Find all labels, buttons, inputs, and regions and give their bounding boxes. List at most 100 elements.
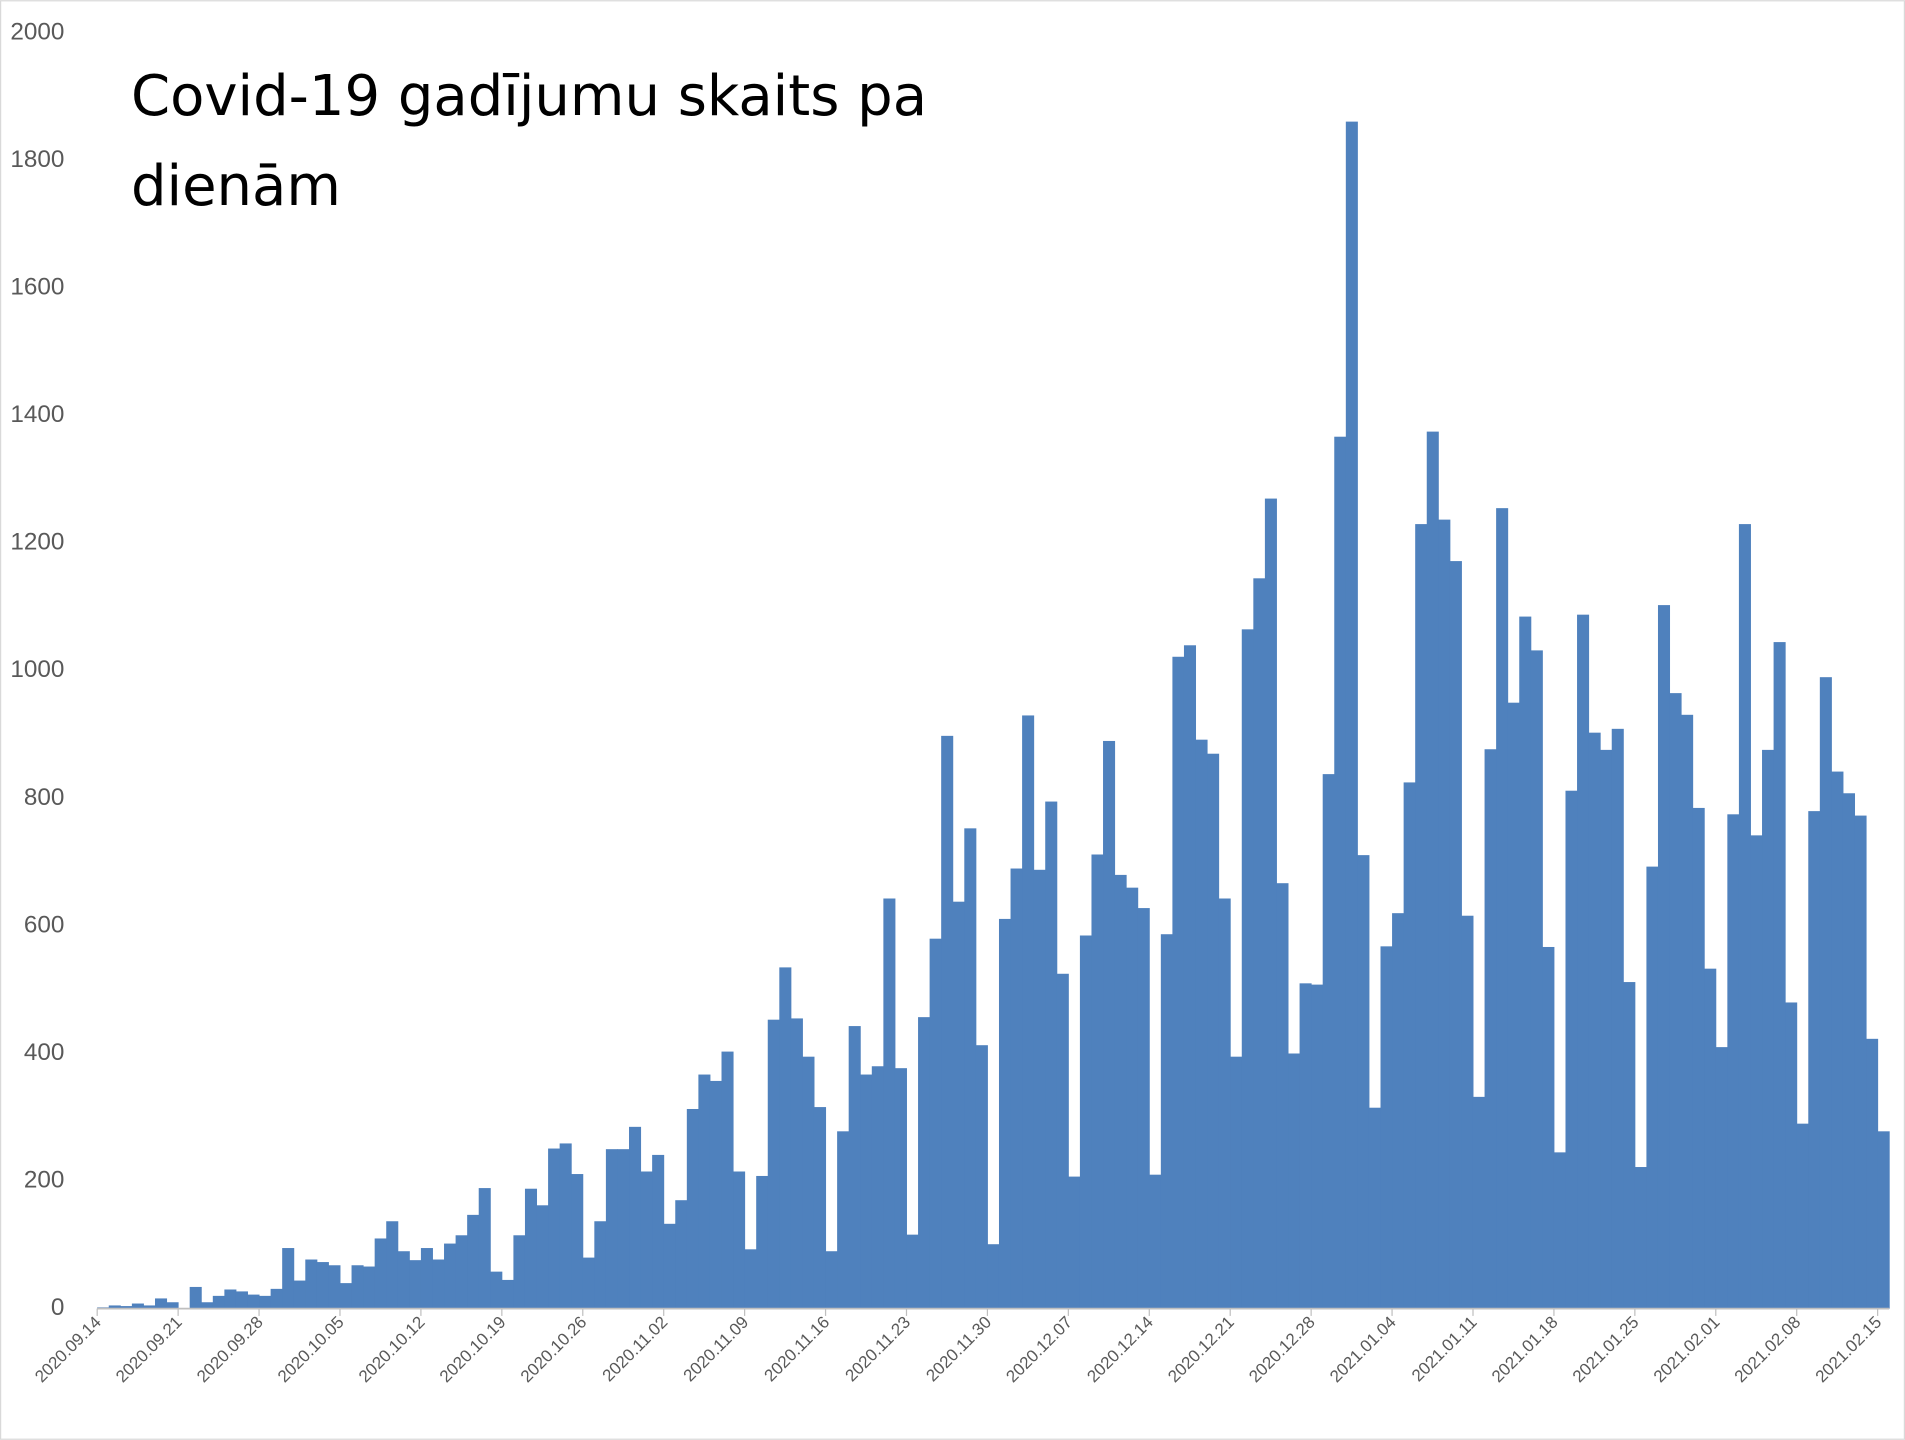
x-tick-label: 2020.11.09: [680, 1313, 753, 1386]
x-tick-label: 2020.12.21: [1164, 1313, 1238, 1387]
bar: [420, 1248, 433, 1309]
bar: [1773, 642, 1786, 1309]
bar: [1738, 524, 1751, 1309]
x-tick-label: 2020.10.26: [517, 1313, 591, 1387]
bar: [1045, 801, 1058, 1309]
bar: [1010, 868, 1023, 1309]
bar: [282, 1248, 295, 1309]
bar: [1345, 121, 1358, 1309]
bar: [640, 1171, 653, 1309]
bar: [409, 1260, 422, 1309]
bar: [848, 1026, 861, 1309]
y-tick-label: 2000: [10, 18, 64, 45]
bar: [1276, 883, 1289, 1309]
x-tick-label: 2020.12.28: [1245, 1313, 1319, 1387]
bar: [1253, 578, 1266, 1309]
y-tick-label: 0: [51, 1294, 65, 1321]
bar: [1264, 498, 1277, 1309]
bar: [1507, 702, 1520, 1309]
bar: [293, 1280, 306, 1309]
bar: [1403, 782, 1416, 1309]
bar: [1079, 935, 1092, 1309]
x-tick-label: 2020.12.14: [1083, 1313, 1157, 1387]
chart-title: Covid-19 gadījumu skaits pa dienām: [131, 64, 928, 219]
bar: [478, 1188, 491, 1309]
bar: [663, 1223, 676, 1309]
bar: [698, 1074, 711, 1309]
bar: [906, 1234, 919, 1309]
bar: [386, 1221, 399, 1309]
bar: [559, 1143, 572, 1309]
y-tick-label: 800: [24, 784, 65, 811]
x-tick-label: 2020.11.02: [599, 1313, 672, 1386]
bar: [629, 1126, 642, 1309]
bar: [1103, 740, 1116, 1309]
bar: [571, 1174, 584, 1309]
bar: [1854, 815, 1867, 1309]
bar: [1877, 1131, 1890, 1309]
bar: [1692, 807, 1705, 1309]
bar: [1380, 946, 1393, 1309]
bar: [212, 1295, 225, 1309]
bar: [1172, 656, 1185, 1309]
bar: [1866, 1038, 1879, 1309]
bar: [1553, 1152, 1566, 1309]
bar: [536, 1205, 549, 1309]
bar: [1715, 1047, 1728, 1309]
bar: [166, 1302, 179, 1309]
bar: [1484, 749, 1497, 1309]
bar: [201, 1302, 214, 1309]
bar: [652, 1154, 665, 1309]
y-tick-label: 1200: [10, 529, 64, 556]
bar: [432, 1259, 445, 1309]
bar: [952, 901, 965, 1309]
bar: [1438, 519, 1451, 1309]
bar: [316, 1262, 329, 1309]
bar: [941, 735, 954, 1309]
bar: [1762, 749, 1775, 1309]
bar: [744, 1249, 757, 1309]
bar: [1808, 811, 1821, 1309]
bar: [247, 1294, 260, 1309]
bar: [1449, 561, 1462, 1309]
x-tick-label: 2020.09.14: [31, 1313, 105, 1387]
bar: [767, 1019, 780, 1309]
bar: [1091, 854, 1104, 1309]
bar: [1415, 524, 1428, 1309]
bar: [1299, 983, 1312, 1309]
y-tick-label: 600: [24, 911, 65, 938]
bar: [1357, 855, 1370, 1309]
bar: [1461, 915, 1474, 1309]
bar: [524, 1188, 538, 1309]
bar: [1230, 1056, 1243, 1309]
bar: [1842, 793, 1856, 1309]
x-tick-label: 2020.10.12: [355, 1313, 429, 1387]
bar: [455, 1235, 468, 1309]
bar: [1183, 645, 1197, 1309]
x-tick-label: 2020.11.30: [922, 1313, 995, 1386]
bar: [987, 1244, 1000, 1309]
x-tick-label: 2020.10.19: [436, 1313, 510, 1387]
bar: [1657, 605, 1671, 1309]
x-tick-label: 2021.02.15: [1812, 1313, 1886, 1387]
bar: [339, 1283, 353, 1309]
bar: [825, 1251, 838, 1309]
bar: [594, 1221, 607, 1309]
bar: [1704, 968, 1717, 1309]
bar: [235, 1291, 248, 1309]
y-tick-label: 400: [24, 1039, 65, 1066]
bar: [1241, 629, 1254, 1309]
bar: [1114, 874, 1127, 1309]
bar: [1137, 908, 1150, 1309]
y-tick-label: 1600: [10, 274, 64, 301]
bar: [964, 828, 977, 1309]
bar: [779, 967, 792, 1309]
bar: [1426, 431, 1439, 1309]
bar: [397, 1251, 410, 1309]
bar: [1519, 616, 1532, 1309]
bar: [1334, 436, 1347, 1309]
bar: [871, 1066, 884, 1309]
y-tick-label: 1000: [10, 656, 64, 683]
